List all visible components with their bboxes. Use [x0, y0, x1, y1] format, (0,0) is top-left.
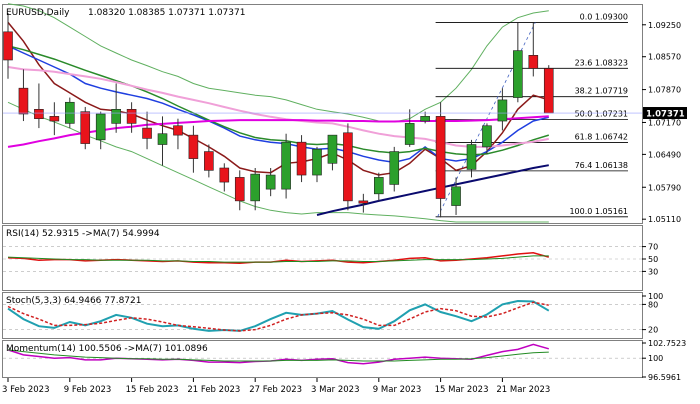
bullish-candle — [95, 113, 106, 141]
fib-level-label: 100.0 1.05161 — [569, 207, 628, 216]
moving-average-line — [7, 45, 550, 156]
rsi-pane: 70 50 30 — [3, 243, 658, 276]
price-axis-label: 1.05110 — [648, 215, 681, 224]
rsi-axis-label: 50 — [648, 255, 658, 264]
rsi-title: RSI(14) 52.9315 ->MA(7) 54.9994 — [6, 229, 160, 239]
price-ohlc: 1.08320 1.08385 1.07371 1.07371 — [88, 8, 245, 18]
bullish-candle — [157, 133, 168, 145]
bullish-candle — [482, 125, 492, 148]
moving-average-line — [7, 21, 550, 176]
price-pane-frame — [2, 4, 643, 224]
price-axis-label: 1.08570 — [648, 53, 681, 62]
fib-level-label: 38.2 1.07719 — [575, 87, 628, 96]
x-axis-label: 15 Feb 2023 — [126, 385, 179, 395]
x-axis-label: 15 Mar 2023 — [435, 385, 489, 395]
bearish-candle — [358, 200, 369, 204]
x-axis-label: 9 Mar 2023 — [373, 385, 421, 395]
momentum-pane-frame — [2, 340, 643, 378]
fib-level-label: 50.0 1.07231 — [575, 110, 628, 119]
bearish-candle — [173, 125, 183, 136]
bullish-candle — [497, 99, 508, 122]
momentum-pane: 102.7523 100 96.5961 — [3, 339, 686, 382]
bearish-candle — [34, 109, 44, 119]
momentum-series-line — [7, 349, 549, 362]
bearish-candle — [543, 68, 554, 114]
stoch-axis-label: 80 — [648, 300, 658, 309]
bearish-candle — [528, 55, 539, 69]
fib-level-label: 76.4 1.06138 — [575, 161, 628, 170]
rsi-pane-frame — [2, 225, 643, 291]
momentum-axis-label: 100 — [648, 354, 663, 363]
bearish-candle — [18, 87, 29, 115]
bearish-candle — [219, 167, 230, 183]
last-price-label: 1.07371 — [646, 110, 685, 120]
stoch-series-line — [7, 301, 549, 332]
price-axis-label: 1.07170 — [648, 118, 681, 127]
price-axis-label: 1.07870 — [648, 86, 681, 95]
fib-level-label: 23.6 1.08323 — [575, 58, 628, 67]
bearish-candle — [296, 141, 307, 176]
momentum-title: Momentum(14) 100.5506 ->MA(7) 101.0896 — [6, 344, 208, 354]
bearish-candle — [188, 134, 199, 159]
price-axis-label: 1.09250 — [648, 21, 681, 30]
bearish-candle — [3, 31, 13, 61]
bearish-candle — [234, 177, 245, 202]
bearish-candle — [204, 151, 214, 171]
bullish-candle — [111, 109, 121, 124]
fib-level-label: 0.0 1.09300 — [580, 12, 628, 21]
moving-average-line — [7, 45, 549, 164]
moving-average-line — [316, 164, 549, 216]
stoch-axis-label: 20 — [648, 326, 658, 335]
bullish-candle — [250, 173, 260, 202]
bearish-candle — [49, 116, 60, 122]
bullish-candle — [312, 148, 322, 176]
bearish-candle — [435, 116, 446, 199]
x-axis-label: 3 Feb 2023 — [2, 385, 50, 395]
price-axis-label: 1.06490 — [648, 150, 681, 159]
momentum-axis-label: 102.7523 — [648, 339, 686, 348]
bearish-candle — [126, 109, 137, 124]
rsi-axis-label: 30 — [648, 267, 658, 276]
bullish-candle — [265, 174, 276, 190]
x-axis: 3 Feb 2023 9 Feb 2023 15 Feb 2023 21 Feb 20… — [2, 378, 550, 395]
bullish-candle — [389, 151, 400, 185]
x-axis-label: 9 Feb 2023 — [64, 385, 112, 395]
bullish-candle — [513, 50, 523, 98]
stoch-title: Stoch(5,3,3) 64.9466 77.8721 — [6, 296, 141, 306]
bullish-candle — [451, 186, 461, 206]
price-title: EURUSD,Daily — [6, 8, 70, 18]
price-axis-label: 1.05790 — [648, 183, 681, 192]
fib-level-label: 61.8 1.06742 — [575, 133, 628, 142]
last-price-badge — [643, 107, 687, 120]
x-axis-label: 3 Mar 2023 — [311, 385, 359, 395]
bearish-candle — [343, 132, 353, 202]
bearish-candle — [80, 111, 91, 144]
x-axis-label: 21 Mar 2023 — [496, 385, 550, 395]
momentum-axis-label: 96.5961 — [648, 373, 681, 382]
bullish-candle — [373, 177, 384, 195]
x-axis-label: 21 Feb 2023 — [187, 385, 240, 395]
bullish-candle — [420, 116, 430, 122]
bullish-candle — [404, 123, 415, 145]
stoch-series-line — [7, 299, 550, 332]
rsi-axis-label: 70 — [648, 243, 658, 252]
bearish-candle — [142, 127, 152, 139]
stoch-axis-label: 100 — [648, 292, 663, 301]
price-pane: 0.0 1.09300 23.6 1.08323 38.2 1.07719 50.0 … — [3, 3, 687, 224]
bollinger-upper-line — [7, 3, 549, 123]
x-axis-label: 27 Feb 2023 — [249, 385, 302, 395]
bullish-candle — [466, 144, 477, 170]
moving-average-line — [7, 66, 549, 148]
stoch-pane-frame — [2, 292, 643, 339]
bullish-candle — [327, 134, 338, 164]
rsi-series-line — [7, 255, 549, 263]
bullish-candle — [281, 141, 291, 190]
